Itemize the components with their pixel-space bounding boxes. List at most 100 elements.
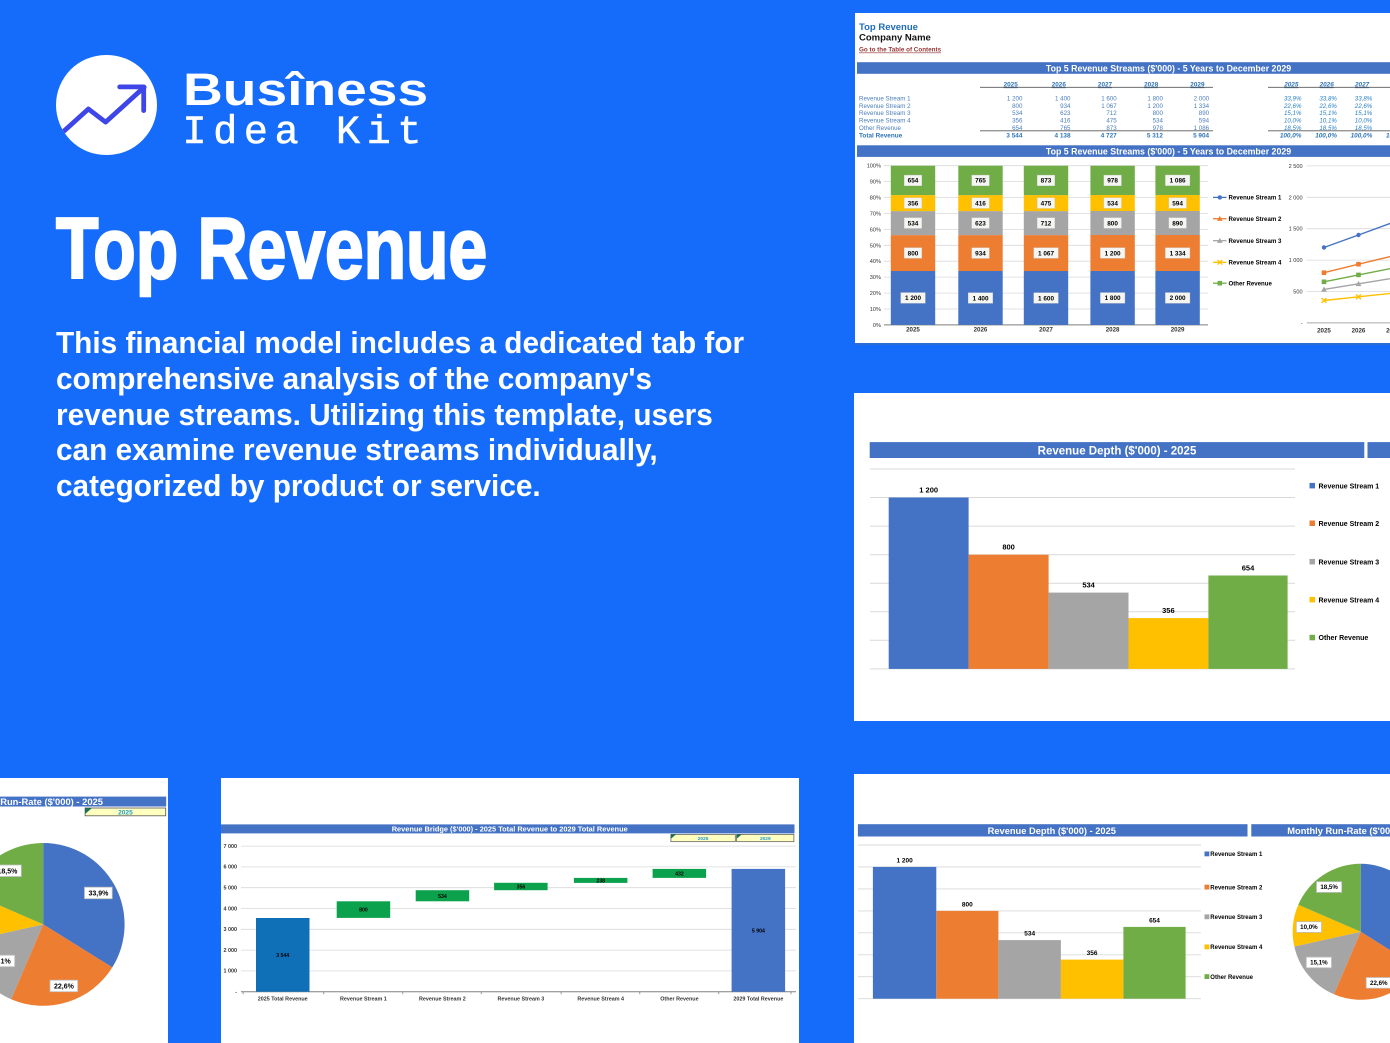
svg-text:22,6%: 22,6% <box>54 984 75 991</box>
svg-text:30%: 30% <box>870 275 881 281</box>
svg-text:4 727: 4 727 <box>1101 133 1117 140</box>
svg-text:594: 594 <box>1199 118 1210 125</box>
svg-text:10%: 10% <box>870 307 881 313</box>
svg-text:100,0%: 100,0% <box>1280 133 1302 140</box>
svg-text:2026: 2026 <box>1352 328 1366 335</box>
svg-text:1 200: 1 200 <box>1007 96 1023 103</box>
svg-text:2025: 2025 <box>1004 82 1019 89</box>
svg-text:Company Name: Company Name <box>859 33 931 44</box>
svg-text:500: 500 <box>1293 290 1302 296</box>
svg-text:Revenue Stream 3: Revenue Stream 3 <box>498 997 545 1003</box>
svg-text:60%: 60% <box>870 227 881 233</box>
svg-text:594: 594 <box>1172 200 1183 207</box>
svg-text:18,5%: 18,5% <box>0 868 18 875</box>
svg-text:800: 800 <box>1153 110 1164 117</box>
svg-text:2 000: 2 000 <box>224 948 238 954</box>
svg-text:416: 416 <box>1060 118 1071 125</box>
svg-text:2025: 2025 <box>118 809 133 816</box>
svg-text:Top Revenue: Top Revenue <box>859 22 918 33</box>
svg-text:1 600: 1 600 <box>1038 295 1054 302</box>
svg-text:623: 623 <box>975 220 986 227</box>
svg-text:765: 765 <box>1060 125 1071 132</box>
svg-text:800: 800 <box>962 901 973 908</box>
svg-text:800: 800 <box>359 908 368 914</box>
svg-text:2026: 2026 <box>1052 82 1067 89</box>
svg-text:432: 432 <box>675 871 684 877</box>
svg-text:2 000: 2 000 <box>1289 195 1303 201</box>
svg-text:238: 238 <box>596 878 605 884</box>
svg-text:2026: 2026 <box>974 326 988 333</box>
svg-text:15,1%: 15,1% <box>1355 110 1373 117</box>
svg-text:978: 978 <box>1107 178 1118 185</box>
svg-text:1 800: 1 800 <box>1147 96 1163 103</box>
svg-text:2027: 2027 <box>1386 328 1390 335</box>
svg-text:2026: 2026 <box>1319 82 1335 89</box>
svg-text:654: 654 <box>908 178 919 185</box>
svg-text:890: 890 <box>1172 220 1183 227</box>
svg-text:7 000: 7 000 <box>224 844 238 850</box>
svg-text:Revenue Stream 2: Revenue Stream 2 <box>419 997 466 1003</box>
svg-text:1 000: 1 000 <box>224 969 238 975</box>
svg-text:Other Revenue: Other Revenue <box>1210 975 1253 981</box>
svg-text:416: 416 <box>975 200 986 207</box>
svg-text:2028: 2028 <box>1144 82 1159 89</box>
svg-text:10,1%: 10,1% <box>1319 118 1337 125</box>
svg-text:1 086: 1 086 <box>1194 125 1210 132</box>
svg-text:22,6%: 22,6% <box>1318 103 1337 110</box>
svg-text:15,1%: 15,1% <box>1310 960 1328 967</box>
svg-text:5 000: 5 000 <box>224 886 238 892</box>
svg-text:712: 712 <box>1106 110 1117 117</box>
svg-text:1 200: 1 200 <box>1147 103 1163 110</box>
svg-text:2025 Total Revenue: 2025 Total Revenue <box>258 997 308 1003</box>
svg-text:22,6%: 22,6% <box>1354 103 1373 110</box>
svg-text:1 400: 1 400 <box>1055 96 1071 103</box>
svg-text:Top 5 Revenue Streams ($'000): Top 5 Revenue Streams ($'000) - 5 Years … <box>1046 146 1291 156</box>
svg-text:2027: 2027 <box>1039 326 1053 333</box>
svg-text:534: 534 <box>908 220 919 227</box>
svg-text:2025: 2025 <box>1283 82 1299 89</box>
svg-text:Revenue Stream 4: Revenue Stream 4 <box>1229 260 1282 267</box>
svg-text:10,0%: 10,0% <box>1355 118 1373 125</box>
svg-text:2028: 2028 <box>1106 326 1120 333</box>
svg-text:800: 800 <box>908 250 919 257</box>
svg-text:Run-Rate ($'000) - 2025: Run-Rate ($'000) - 2025 <box>0 796 103 807</box>
svg-text:2 000: 2 000 <box>1194 96 1210 103</box>
svg-text:33,9%: 33,9% <box>1284 96 1302 103</box>
svg-text:Revenue Stream 3: Revenue Stream 3 <box>1210 915 1263 921</box>
svg-text:Revenue Stream 1: Revenue Stream 1 <box>340 997 387 1003</box>
svg-text:873: 873 <box>1041 178 1052 185</box>
svg-text:Go to the Table of Contents: Go to the Table of Contents <box>859 47 942 54</box>
svg-text:1 200: 1 200 <box>896 857 913 864</box>
svg-text:80%: 80% <box>870 196 881 202</box>
svg-text:18,5%: 18,5% <box>1320 884 1338 891</box>
svg-text:15,1%: 15,1% <box>1319 110 1337 117</box>
svg-text:1 334: 1 334 <box>1194 103 1210 110</box>
svg-text:33,8%: 33,8% <box>1355 96 1373 103</box>
svg-text:934: 934 <box>1060 103 1071 110</box>
svg-text:18,5%: 18,5% <box>1319 125 1337 132</box>
svg-text:623: 623 <box>1060 110 1071 117</box>
svg-text:654: 654 <box>1149 917 1160 924</box>
svg-text:100%: 100% <box>867 164 881 170</box>
svg-text:654: 654 <box>1012 125 1023 132</box>
svg-text:Revenue Stream 1: Revenue Stream 1 <box>859 96 911 103</box>
svg-text:356: 356 <box>1087 950 1098 957</box>
svg-text:873: 873 <box>1106 125 1117 132</box>
svg-text:1 200: 1 200 <box>919 486 938 495</box>
svg-text:2 000: 2 000 <box>1170 295 1186 302</box>
svg-text:2025: 2025 <box>906 326 920 333</box>
svg-text:534: 534 <box>1012 110 1023 117</box>
svg-text:800: 800 <box>1012 103 1023 110</box>
svg-text:6 000: 6 000 <box>224 865 238 871</box>
svg-text:40%: 40% <box>870 259 881 265</box>
svg-text:10,0%: 10,0% <box>1300 924 1318 931</box>
svg-text:Other Revenue: Other Revenue <box>660 997 698 1003</box>
svg-text:2029: 2029 <box>1190 82 1205 89</box>
svg-text:2025: 2025 <box>698 836 709 842</box>
svg-text:Other Revenue: Other Revenue <box>1229 280 1273 287</box>
svg-text:100,0%: 100,0% <box>1386 133 1390 140</box>
svg-text:70%: 70% <box>870 212 881 218</box>
svg-text:356: 356 <box>1012 118 1023 125</box>
svg-text:3 544: 3 544 <box>276 953 289 959</box>
svg-text:712: 712 <box>1041 220 1052 227</box>
